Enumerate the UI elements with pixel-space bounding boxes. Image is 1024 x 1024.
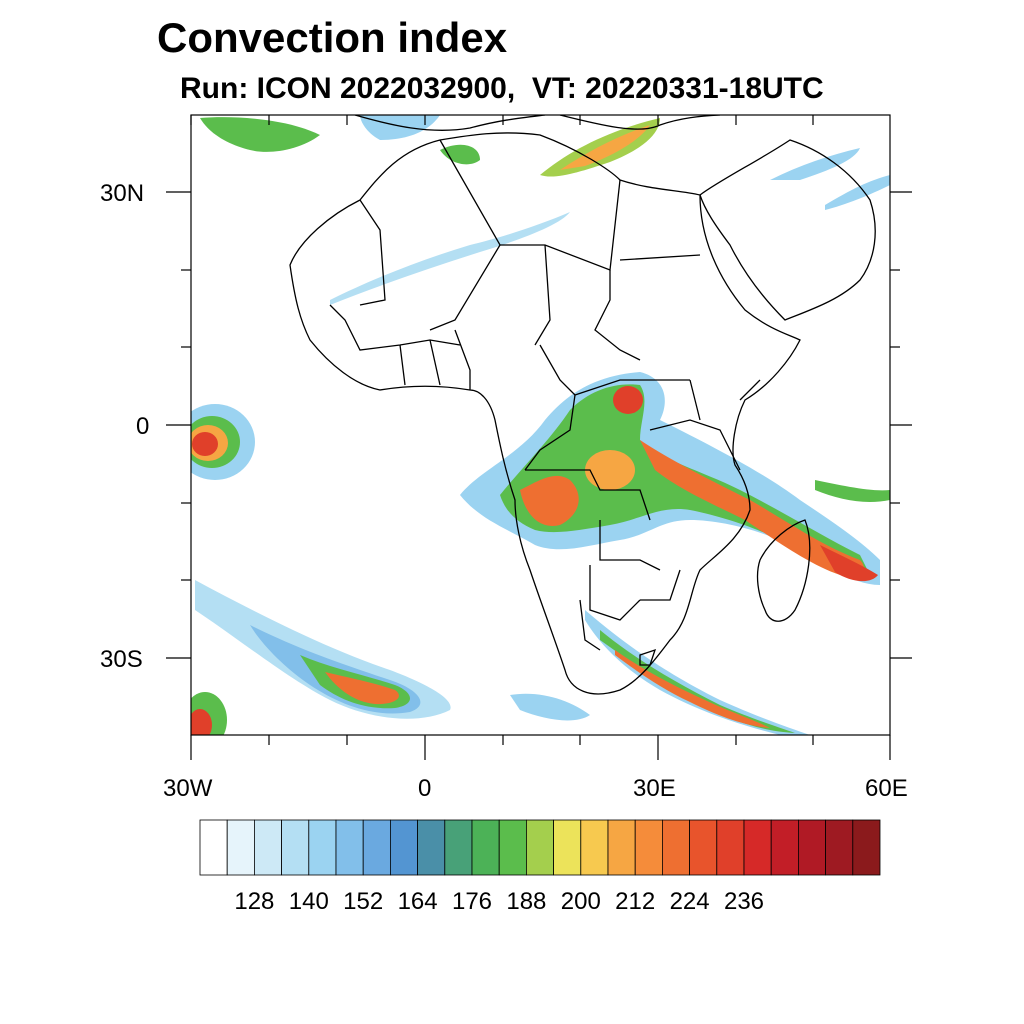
field-north	[200, 115, 890, 210]
colorbar-swatch	[281, 819, 310, 876]
lon-label-60e: 60E	[865, 775, 908, 802]
map-background	[191, 115, 890, 735]
colorbar-swatch	[770, 819, 799, 876]
colorbar-label: 212	[615, 888, 656, 915]
colorbar-swatch	[362, 819, 391, 876]
lon-label-0: 0	[418, 775, 432, 802]
lat-label-30s: 30S	[100, 646, 143, 673]
colorbar-swatch	[471, 819, 500, 876]
colorbar-swatch	[852, 819, 881, 876]
colorbar-swatch	[389, 819, 418, 876]
colorbar-swatch	[580, 819, 609, 876]
colorbar-label: 164	[397, 888, 438, 915]
colorbar-swatch	[743, 819, 772, 876]
lat-label-30n: 30N	[100, 180, 145, 207]
colorbar-swatch	[798, 819, 827, 876]
colorbar-label: 176	[451, 888, 493, 915]
field-indian-ocean	[815, 480, 890, 502]
colorbar-swatch	[662, 819, 691, 876]
field-central-africa	[460, 372, 880, 585]
lon-label-30e: 30E	[633, 775, 676, 802]
colorbar-swatch	[199, 819, 228, 876]
colorbar-swatch	[526, 819, 555, 876]
coastlines	[289, 115, 876, 695]
colorbar-label: 236	[723, 888, 765, 915]
field-south-atlantic	[195, 580, 451, 719]
colorbar-swatch	[226, 819, 255, 876]
colorbar-label: 140	[288, 888, 329, 915]
axis-ticks	[166, 115, 912, 760]
colorbar-label: 152	[343, 888, 384, 915]
colorbar-swatch	[553, 819, 582, 876]
colorbar-swatch	[716, 819, 745, 876]
map-subtitle: Run: ICON 2022032900, VT: 20220331-18UTC	[180, 72, 824, 105]
field-sahel-streak	[330, 212, 570, 305]
colorbar-label: 128	[234, 888, 275, 915]
colorbar	[199, 819, 881, 876]
colorbar-swatch	[417, 819, 446, 876]
convection-field	[191, 115, 890, 735]
colorbar-swatch	[444, 819, 473, 876]
field-south-bottom	[510, 693, 590, 721]
colorbar-swatch	[308, 819, 337, 876]
colorbar-swatch	[825, 819, 854, 876]
colorbar-swatch	[335, 819, 364, 876]
colorbar-label: 224	[669, 888, 710, 915]
lon-label-30w: 30W	[163, 775, 213, 802]
colorbar-swatch	[607, 819, 636, 876]
colorbar-swatch	[253, 819, 282, 876]
colorbar-swatch	[498, 819, 527, 876]
lat-label-0: 0	[136, 413, 150, 440]
field-west-equator	[191, 404, 255, 480]
colorbar-swatch	[689, 819, 718, 876]
colorbar-label: 200	[560, 888, 601, 915]
map-title: Convection index	[157, 14, 508, 61]
colorbar-swatch	[634, 819, 663, 876]
colorbar-label: 188	[506, 888, 547, 915]
